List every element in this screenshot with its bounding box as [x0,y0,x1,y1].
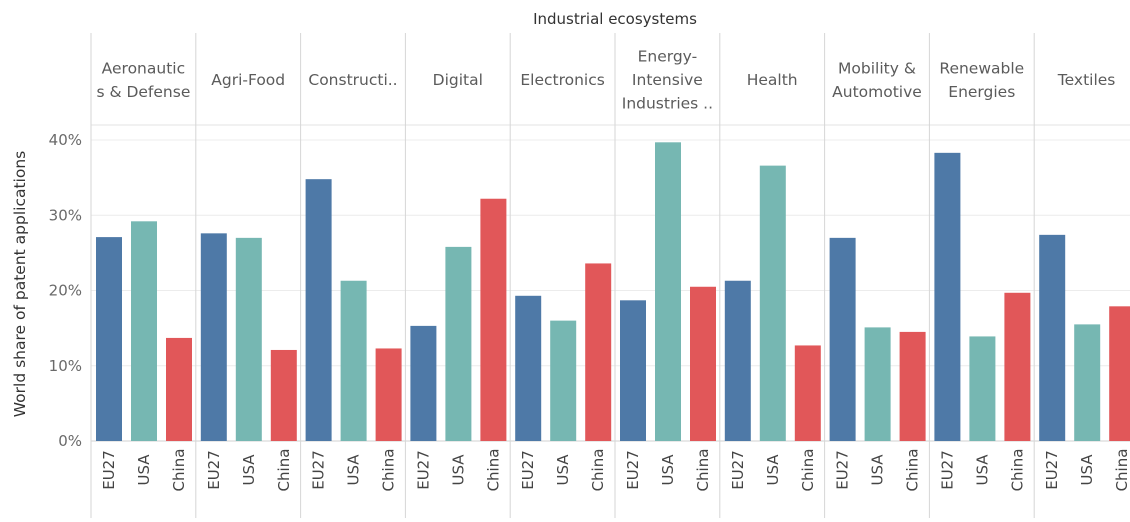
bar-eu27 [515,295,542,441]
panel: Energy- Intensive Industries .. EU27 USA Chin… [614,33,716,518]
bar-usa [445,246,472,441]
category-label: China [380,449,398,492]
panel-label: Automotive [832,83,922,101]
bar-eu27 [1039,234,1066,441]
bar-usa [131,221,157,441]
bar-usa [969,336,996,441]
bar-usa [864,327,891,441]
panel-label: Industries .. [622,95,713,113]
category-label: EU27 [100,450,118,490]
category-label: USA [764,454,782,486]
bar-eu27 [620,300,646,441]
category-label: China [1008,449,1026,492]
bar-china [899,331,926,441]
bar-china [270,349,297,441]
category-label: USA [240,454,258,486]
panel: Digital EU27 USA China [404,33,507,518]
category-label: EU27 [519,450,537,490]
panel-label: Renewable [939,59,1024,77]
panel-label: Energy- [638,48,698,66]
bar-usa [550,320,577,441]
panel-label: Health [747,71,798,89]
category-label: USA [554,454,572,486]
category-label: China [275,449,293,492]
panel: Constructi.. EU27 USA China [300,33,402,518]
chart-title: Industrial ecosystems [533,10,697,28]
category-label: China [799,449,817,492]
category-label: USA [345,454,363,486]
bar-usa [235,237,262,441]
y-tick-label: 40% [49,131,82,149]
panel: Textiles EU27 USA China [1033,33,1130,518]
panel-label: Mobility & [838,59,916,77]
category-label: China [694,449,712,492]
category-label: USA [449,454,467,486]
bar-usa [655,142,681,442]
category-label: EU27 [938,450,956,490]
panel: Electronics EU27 USA China [509,33,612,518]
bar-china [1109,306,1130,441]
bar-china [480,198,507,441]
category-label: China [170,449,188,492]
bar-eu27 [96,237,122,441]
panel-label: Constructi.. [308,71,397,89]
panel-label: Aeronautic [102,59,185,77]
category-label: EU27 [1043,450,1061,490]
panel: Health EU27 USA China [719,33,821,518]
category-label: China [904,449,922,492]
panel-label: Agri-Food [211,71,285,89]
category-label: USA [869,454,887,486]
panel-label: Textiles [1057,71,1116,89]
panel: Mobility & Automotive EU27 USA China [824,33,926,518]
bar-china [585,263,612,441]
bar-usa [1074,324,1101,441]
panel: Agri-Food EU27 USA China [195,33,297,518]
bar-eu27 [305,179,332,441]
bar-china [1004,292,1031,441]
y-tick-label: 0% [58,432,82,450]
y-tick-label: 10% [49,357,82,375]
bar-eu27 [934,152,961,442]
category-label: EU27 [624,450,642,490]
panel: Renewable Energies EU27 USA China [928,33,1031,518]
bar-eu27 [410,325,437,441]
category-label: USA [973,454,991,486]
bar-usa [340,280,367,441]
y-tick-label: 30% [49,206,82,224]
category-label: EU27 [729,450,747,490]
category-label: China [589,449,607,492]
bar-china [794,345,821,441]
bar-china [375,348,402,441]
panel: Aeronautic s & Defense EU27 USA China [90,33,192,518]
bar-china [166,337,192,441]
panel-label: Energies [948,83,1015,101]
panel-label: Digital [433,71,483,89]
panel-label: s & Defense [96,83,190,101]
y-axis-title: World share of patent applications [11,151,29,417]
panel-label: Electronics [520,71,604,89]
category-label: USA [135,454,153,486]
bar-china [690,286,716,441]
category-label: China [484,449,502,492]
category-label: USA [1078,454,1096,486]
panel-label: Intensive [632,71,703,89]
bar-eu27 [829,237,856,441]
bar-usa [759,165,786,441]
category-label: EU27 [834,450,852,490]
category-label: China [1113,449,1130,492]
y-tick-label: 20% [49,282,82,300]
y-axis: 0% 10% 20% 30% 40% [49,131,82,450]
bar-eu27 [724,280,751,441]
category-label: EU27 [414,450,432,490]
category-label: USA [659,454,677,486]
category-label: EU27 [310,450,328,490]
category-label: EU27 [205,450,223,490]
bar-eu27 [200,233,227,441]
